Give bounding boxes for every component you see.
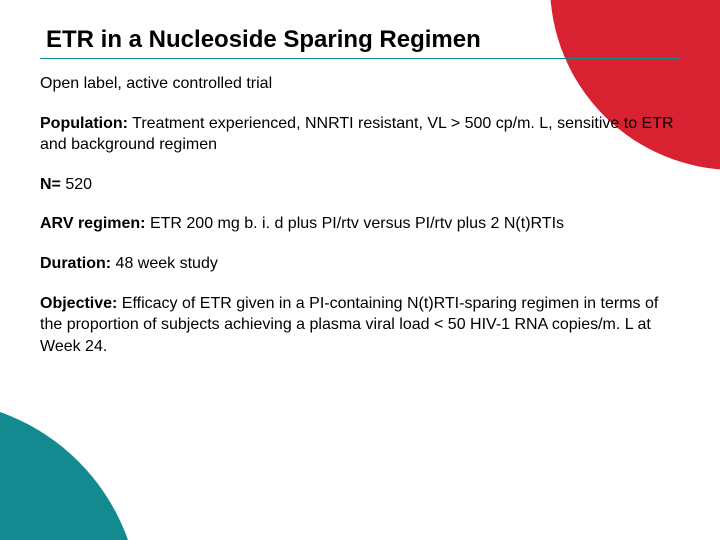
paragraph: ARV regimen: ETR 200 mg b. i. d plus PI/…	[40, 213, 680, 235]
para-label: Objective:	[40, 295, 117, 312]
para-text: ETR 200 mg b. i. d plus PI/rtv versus PI…	[146, 215, 565, 232]
paragraph: N= 520	[40, 174, 680, 196]
para-label: N=	[40, 176, 61, 193]
para-label: Population:	[40, 115, 128, 132]
slide-content: ETR in a Nucleoside Sparing Regimen Open…	[0, 0, 720, 357]
slide-title: ETR in a Nucleoside Sparing Regimen	[40, 26, 680, 54]
para-label: Duration:	[40, 255, 111, 272]
paragraph: Duration: 48 week study	[40, 253, 680, 275]
paragraph: Population: Treatment experienced, NNRTI…	[40, 113, 680, 156]
para-text: Treatment experienced, NNRTI resistant, …	[40, 115, 674, 154]
para-text: 48 week study	[111, 255, 218, 272]
title-rule	[40, 58, 680, 59]
para-text: 520	[61, 176, 92, 193]
corner-bottom-decoration	[0, 400, 140, 540]
para-text: Efficacy of ETR given in a PI-containing…	[40, 295, 658, 355]
para-label: ARV regimen:	[40, 215, 146, 232]
para-text: Open label, active controlled trial	[40, 75, 272, 92]
paragraph: Objective: Efficacy of ETR given in a PI…	[40, 293, 680, 358]
paragraph: Open label, active controlled trial	[40, 73, 680, 95]
